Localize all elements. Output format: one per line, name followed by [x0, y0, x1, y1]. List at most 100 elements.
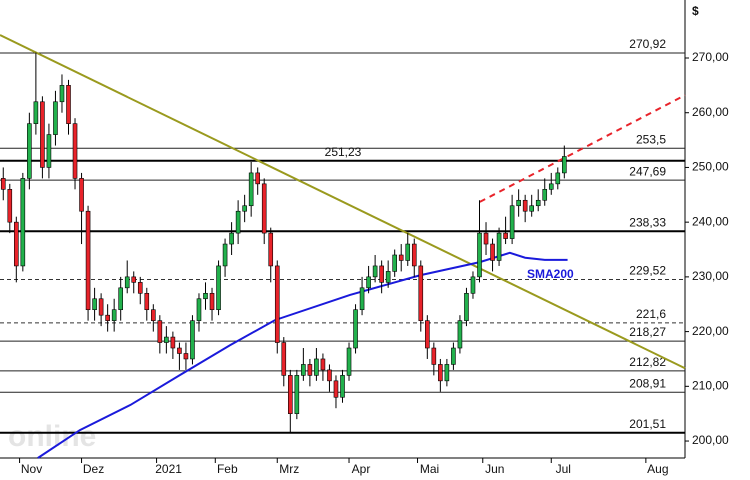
candle-body: [490, 243, 495, 261]
candle-body: [509, 205, 515, 239]
candle-body: [451, 347, 456, 365]
line-label: SMA200: [527, 267, 574, 281]
level-label: 251,23: [325, 145, 362, 159]
candle-body: [405, 243, 411, 261]
level-label: 253,5: [636, 132, 666, 146]
candle-body: [157, 320, 163, 343]
candle-body: [118, 287, 123, 311]
y-tick-label: 220,00: [692, 324, 729, 338]
candle-body: [20, 178, 26, 267]
candle-body: [105, 314, 110, 321]
candle-body: [516, 199, 521, 207]
candle-body: [555, 172, 561, 185]
candle-body: [522, 199, 528, 212]
candle-body: [483, 232, 489, 245]
candle-body: [0, 178, 6, 190]
candle-body: [346, 347, 352, 376]
candle-body: [85, 210, 91, 311]
candle-body: [131, 276, 137, 283]
x-tick-label: Jul: [556, 462, 571, 476]
y-tick-label: 270,00: [692, 50, 729, 64]
level-label: 247,69: [629, 164, 666, 178]
candle-body: [137, 282, 143, 294]
candle-body: [33, 101, 39, 124]
x-tick-label: Jun: [485, 462, 504, 476]
candle-body: [229, 232, 234, 245]
candle-body: [196, 298, 202, 321]
candle-body: [92, 298, 97, 311]
x-tick-label: Aug: [647, 462, 668, 476]
candle-body: [411, 243, 417, 267]
candle-body: [438, 364, 443, 382]
candle-body: [151, 309, 156, 321]
candle-body: [379, 265, 384, 283]
candle-body: [477, 232, 482, 278]
candle-body: [46, 134, 52, 168]
candle-body: [496, 232, 502, 261]
candle-body: [72, 123, 78, 179]
candle-body: [314, 358, 319, 376]
candle-body: [7, 189, 13, 223]
y-tick-label: 230,00: [692, 269, 729, 283]
candle-body: [222, 243, 228, 267]
candle-body: [301, 364, 306, 376]
candle-body: [27, 123, 32, 179]
candle-body: [294, 375, 300, 414]
x-tick-label: Dez: [83, 462, 104, 476]
level-label: 208,91: [629, 376, 666, 390]
candle-body: [53, 101, 58, 135]
candle-body: [385, 271, 391, 283]
x-tick-label: 2021: [155, 462, 182, 476]
candle-body: [190, 320, 195, 360]
candle-body: [418, 265, 424, 321]
candle-body: [470, 276, 476, 294]
candle-body: [79, 178, 84, 212]
y-tick-label: 260,00: [692, 105, 729, 119]
candle-body: [535, 199, 541, 207]
candle-body: [562, 156, 567, 174]
candle-body: [431, 347, 437, 365]
candle-body: [216, 265, 221, 311]
y-tick-label: 200,00: [692, 433, 729, 447]
unit-label: $: [692, 4, 699, 18]
candle-body: [307, 364, 313, 376]
candle-body: [124, 276, 130, 289]
candle-body: [392, 254, 397, 272]
candle-body: [235, 210, 241, 234]
candle-body: [14, 221, 19, 267]
candle-body: [40, 101, 45, 168]
candle-body: [425, 320, 430, 349]
candle-body: [170, 336, 176, 349]
x-tick-label: Nov: [21, 462, 42, 476]
candle-body: [503, 232, 508, 239]
y-tick-label: 240,00: [692, 214, 729, 228]
candle-body: [66, 85, 71, 124]
candle-body: [327, 369, 332, 382]
candle-body: [529, 205, 534, 212]
candle-body: [59, 85, 65, 103]
y-tick-label: 250,00: [692, 160, 729, 174]
candle-body: [261, 183, 267, 234]
candle-body: [98, 298, 104, 316]
x-tick-label: Mai: [420, 462, 439, 476]
candle-body: [183, 353, 189, 360]
x-tick-label: Apr: [352, 462, 371, 476]
level-label: 238,33: [629, 215, 666, 229]
candle-body: [274, 265, 280, 343]
candle-body: [177, 347, 182, 354]
candle-body: [268, 232, 274, 267]
candle-body: [340, 375, 345, 398]
candle-body: [209, 292, 215, 311]
candle-body: [288, 375, 293, 414]
x-tick-label: Feb: [217, 462, 238, 476]
candle-body: [359, 287, 365, 311]
trend-line: [0, 34, 686, 370]
level-label: 270,92: [629, 37, 666, 51]
candle-body: [444, 364, 450, 382]
candle-body: [255, 172, 260, 185]
level-label: 229,52: [629, 264, 666, 278]
candle-body: [372, 265, 378, 278]
candle-body: [144, 292, 150, 311]
candle-body: [281, 342, 287, 376]
